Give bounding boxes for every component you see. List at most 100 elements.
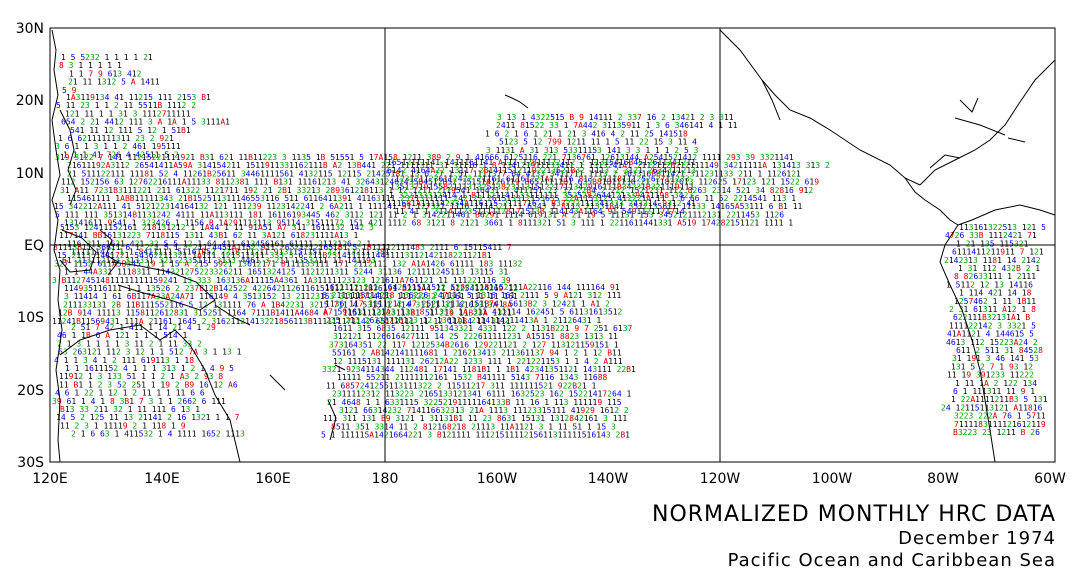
hrc-value-row: 1 21 135 115321 (956, 239, 1029, 248)
hrc-value-row: 1 22A1111211B3 5 131 (951, 395, 1048, 404)
latitude-labels: 30N 20N 10N EQ 10S 20S 30S (16, 21, 44, 471)
hrc-value-row: 1 1 1611152 4 1 1 1 313 1 2 1 4 9 5 (65, 364, 234, 373)
hrc-value-row: 55161 2 AB142141111681 1 216213413 21136… (332, 349, 622, 358)
hrc-value-row: 541 11 12 111 5 12 1 51B1 (70, 126, 191, 135)
hrc-value-row: 81113B11 36611 6 1 2 1 5 1 2 211 4451A11… (53, 243, 512, 252)
hrc-value-row: 3 11414 1 61 6B117A33A24A71 116149 4 351… (64, 292, 518, 301)
hrc-value-row: 5153 12411152161 218131212 1 1A44 1 11 9… (60, 223, 374, 232)
hrc-value-row: 61 213112113 313331 321 2335111 3133 446… (62, 256, 376, 265)
coast-asia (51, 29, 63, 463)
hrc-value-row: 211133131 2B 11B111552116 5 12 131111 76… (63, 300, 512, 309)
hrc-value-row: 1611 315 6835 12111 951343321 4331 122 2… (333, 324, 633, 333)
map-region: Pacific Ocean and Caribbean Sea (727, 550, 1056, 571)
hrc-value-row: 1 31 112 432B 2 1 (958, 264, 1040, 273)
map-panel: 1 5 5232 1 1 1 1 21 8 3 1 1 1 1 1 1 1 7 … (16, 21, 1066, 487)
hrc-map: 1 5 5232 1 1 1 1 21 8 3 1 1 1 1 1 1 1 7 … (16, 21, 1066, 487)
hrc-value-row: 611 2 511 31 84528 (956, 346, 1043, 355)
hrc-value-row: 12B 914 11113 1158112612831 315251 1164 … (58, 309, 512, 318)
hrc-value-row: 21611192A3112 26541411A59A 314154211 151… (67, 161, 830, 170)
hrc-value-row: 373164351 22 117 1212534B2616 129221121 … (329, 340, 619, 349)
hrc-value-row: 2 1 6 63 1 411532 1 4 1111 1652 1113 (71, 430, 245, 439)
hrc-value-row: 1 6 62111111311 23 2 921 (58, 134, 174, 143)
lat-label: 30S (17, 455, 44, 471)
hrc-value-row: 2142313 1181 14 2142 (944, 256, 1041, 265)
hrc-value-row: 111122142 3 3321 5 (949, 321, 1036, 330)
lon-label: 160E (255, 471, 291, 487)
hrc-value-row: 1 1 44A331 1118311 114321275223326211 16… (64, 268, 508, 277)
hrc-value-row: 13513719155B2111313251382311315122171134… (390, 183, 694, 192)
hrc-value-row: 3 1131 A 31 313 53311153 141 3 3 1 1 1 2… (486, 146, 699, 155)
map-grid (49, 27, 1056, 463)
hrc-value-row: 1257462 1 11 1B11 (954, 297, 1036, 306)
coast-hawaii (504, 94, 529, 109)
hrc-value-row: 1 5112 12 13 14116 (946, 280, 1033, 289)
lon-label: 160W (477, 471, 518, 487)
hrc-value-row: B3223 23 1211 B 26 (953, 428, 1040, 437)
coast-new-guinea (111, 261, 216, 311)
hrc-value-row: 21 11 1312 5 A 1411 (68, 78, 160, 87)
hrc-value-row: 1231211236112422 21161 61161221A1 116 81… (395, 174, 690, 183)
hrc-value-row: 114935116111 1 1 13526 2 237B12B142522 4… (64, 284, 518, 293)
lat-label: 20S (17, 383, 44, 399)
map-date: December 1974 (898, 528, 1056, 549)
hrc-value-row: 115461111 1ABB11111343 21B15251131114655… (67, 194, 796, 203)
title-block: NORMALIZED MONTHLY HRC DATA December 197… (652, 502, 1056, 572)
hrc-value-row: 11241B11569431 111A 21161 1645 2 3162112… (52, 317, 511, 326)
coast-australia (59, 324, 241, 463)
hrc-value-row: 2 31 61311 A12 1 8 (949, 305, 1036, 314)
hrc-value-row: 4 1 1 3 4 1 2 111 619113 1 18 (54, 356, 194, 365)
hrc-value-row: 11 41 1 311A112351111128171513B 114143A1… (395, 207, 685, 216)
lon-label: 180 (372, 471, 399, 487)
hrc-value-row: 3321 9234114344 112481 17141 1181B1 1 1B… (322, 365, 636, 374)
coast-fiji (334, 364, 346, 371)
hrc-value-row: 4 6 1 22 1 12 1 2 11 1 1 11 6 6 (55, 389, 205, 398)
hrc-value-row: 3 13 1 4322515 B 9 14111 2 337 16 2 1342… (497, 113, 734, 122)
hrc-value-row: B13 33 211 32 1 11 111 6 13 1 (60, 405, 200, 414)
coast-florida (959, 97, 979, 113)
hrc-value-row: 1 322133312414 1 B11121141133111111 3525… (389, 191, 693, 200)
coast-solomons (214, 304, 251, 326)
hrc-value-row: 1 5 5232 1 1 1 1 21 (61, 53, 153, 62)
hrc-value-row: 622111B32131A1 B (953, 313, 1030, 322)
hrc-value-row: 8 82633111 1 2111 (954, 272, 1036, 281)
hrc-value-row: A7 591611 121A3 133 8 11333 1A 311 41111… (323, 308, 623, 317)
hrc-value-row: 11912 1 3 133 51 1 1 2 1 A3 2 93 8 (59, 372, 223, 381)
hrc-value-row: 6 2113115114218 136226 247111 5 1316 161… (322, 291, 622, 300)
coast-gulf (919, 59, 1056, 186)
coast-philippines (59, 109, 77, 206)
hrc-value-row: 111 311 131 B9 3121 1 31131B1 11 23 8631… (323, 414, 627, 423)
hrc-value-row: 2 51 7 42 1 411 1 14 21 4 1 29 (71, 323, 216, 332)
hrc-value-row: 6 1 111311 11 9 1 (953, 387, 1035, 396)
lat-label: 30N (16, 21, 44, 37)
hrc-value-row: 116 311 1631 421 32 5 5 12 1 64 411 6134… (67, 239, 371, 248)
lat-label: 20N (16, 93, 44, 109)
hrc-value-row: 235 213 2632871B123 12 136121 2114114211… (326, 316, 601, 325)
hrc-value-row: 13141611 9541 1 323426 1 1156 B 1A291113… (64, 219, 793, 228)
hrc-value-row: 6111411211911 7 121 (952, 248, 1044, 257)
hrc-value-row: 3223 222A 76 1 5711 (954, 412, 1046, 421)
lat-label: 10N (16, 166, 44, 182)
hrc-value-row: 319 3122 7 141 11215221111921 B31 621 11… (55, 153, 794, 162)
lon-label: 140E (144, 471, 180, 487)
coast-nz (327, 399, 337, 441)
hrc-value-row: 3 B11274514811111111159241 13 333 163136… (52, 276, 511, 285)
hrc-value-row: 6142 4164A22 13117 2B14115121192213621B3… (387, 166, 696, 175)
hrc-value-row: 112 152156 63 12762216111A11133 8112381 … (61, 178, 819, 187)
hrc-value-row: 11 19 391233 11222 (947, 371, 1034, 380)
lat-label: 10S (17, 310, 44, 326)
hrc-value-row: 31 191 3 46 141 53 (952, 354, 1039, 363)
lon-label: 80W (927, 471, 959, 487)
coast-yucatan (929, 154, 961, 169)
hrc-value-row: 1 114 421 14 18 (959, 289, 1032, 298)
hrc-value-row: 21 511122111 11181 52 4 11261B25611 3446… (67, 169, 801, 178)
map-title: NORMALIZED MONTHLY HRC DATA (651, 502, 1056, 527)
hrc-value-row: 2411 81522 33 1 7A442 31135911 1 3 6 346… (496, 121, 738, 130)
hrc-data-layer: 1 5 5232 1 1 1 1 21 8 3 1 1 1 1 1 1 1 7 … (52, 53, 1048, 440)
hrc-value-row: 121 11 1 1 31 3 1112711111 (65, 109, 191, 118)
coast-hispaniola (1007, 137, 1026, 143)
hrc-value-row: 31 A11 7231B3111221 211 61322 1121711 19… (60, 186, 813, 195)
lon-label: 140W (588, 471, 629, 487)
hrc-value-row: 1111114 2 1 1 8411111 51161B52 221B 1121… (71, 248, 390, 257)
hrc-value-row: 41A1121 4 144615 5 (947, 330, 1034, 339)
longitude-labels: 120E 140E 160E 180 160W 140W 120W 100W 8… (32, 471, 1066, 487)
